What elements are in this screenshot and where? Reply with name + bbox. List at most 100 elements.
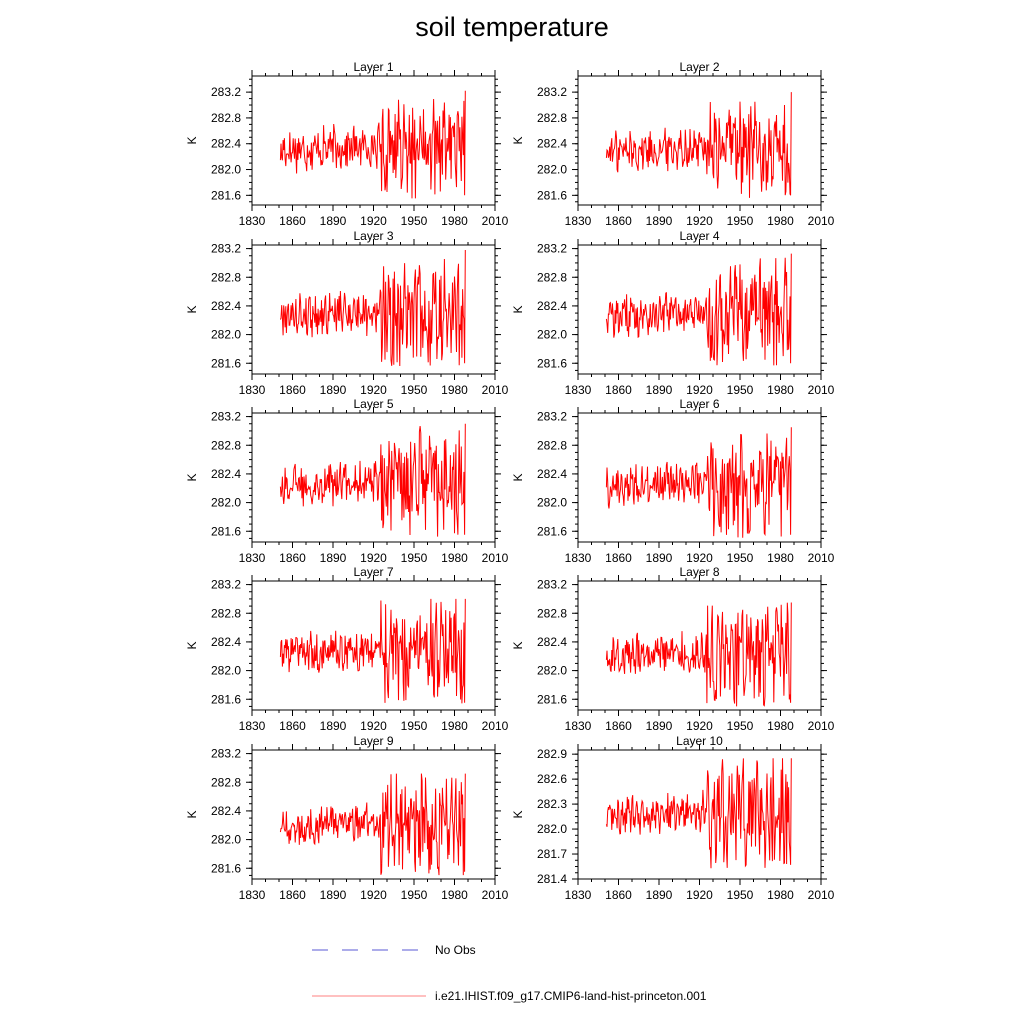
x-tick-label: 1890 bbox=[320, 551, 347, 565]
y-tick-label: 283.2 bbox=[211, 747, 241, 761]
x-tick-label: 1890 bbox=[646, 383, 673, 397]
y-tick-label: 282.9 bbox=[537, 747, 567, 761]
x-tick-label: 1890 bbox=[320, 214, 347, 228]
series-line bbox=[605, 602, 792, 707]
x-tick-label: 1950 bbox=[727, 383, 754, 397]
x-tick-label: 1950 bbox=[401, 551, 428, 565]
y-tick-label: 282.4 bbox=[537, 467, 567, 481]
y-axis-label: K bbox=[185, 641, 199, 649]
panel-layer-10: Layer 10 1830 1860 1890 1920 1950 1980 2010 281.… bbox=[511, 734, 835, 902]
y-tick-label: 282.0 bbox=[537, 496, 567, 510]
plot-frame bbox=[577, 580, 822, 711]
series-line bbox=[279, 249, 466, 367]
series-line bbox=[279, 90, 466, 199]
panel-title: Layer 5 bbox=[353, 397, 393, 411]
y-tick-label: 281.7 bbox=[537, 847, 567, 861]
x-tick-label: 1860 bbox=[605, 888, 632, 902]
x-tick-label: 1980 bbox=[441, 719, 468, 733]
x-tick-label: 1830 bbox=[565, 214, 592, 228]
y-tick-label: 282.4 bbox=[537, 137, 567, 151]
panel-layer-4: Layer 4 1830 1860 1890 1920 1950 1980 2010 281.6… bbox=[511, 229, 835, 397]
y-tick-label: 282.0 bbox=[537, 664, 567, 678]
y-axis-label: K bbox=[511, 305, 525, 313]
panel-layer-7: Layer 7 1830 1860 1890 1920 1950 1980 2010 281.6… bbox=[185, 565, 509, 733]
series-line bbox=[279, 598, 466, 704]
series-line bbox=[605, 427, 792, 538]
y-tick-label: 282.4 bbox=[211, 299, 241, 313]
y-tick-label: 282.8 bbox=[211, 606, 241, 620]
x-tick-label: 1860 bbox=[279, 888, 306, 902]
y-tick-label: 282.8 bbox=[211, 111, 241, 125]
legend-label: i.e21.IHIST.f09_g17.CMIP6-land-hist-prin… bbox=[435, 989, 707, 1003]
y-tick-label: 282.0 bbox=[211, 163, 241, 177]
x-tick-label: 1950 bbox=[401, 214, 428, 228]
x-tick-label: 1830 bbox=[239, 888, 266, 902]
y-tick-label: 282.8 bbox=[537, 270, 567, 284]
x-tick-label: 1980 bbox=[441, 214, 468, 228]
x-tick-label: 2010 bbox=[808, 719, 835, 733]
y-tick-label: 283.2 bbox=[211, 242, 241, 256]
x-tick-label: 1860 bbox=[605, 383, 632, 397]
x-tick-label: 1890 bbox=[320, 888, 347, 902]
y-tick-label: 282.4 bbox=[537, 299, 567, 313]
series-line bbox=[279, 773, 466, 876]
y-tick-label: 281.6 bbox=[537, 188, 567, 202]
y-tick-label: 282.0 bbox=[211, 833, 241, 847]
x-tick-label: 1890 bbox=[320, 719, 347, 733]
y-tick-label: 282.4 bbox=[211, 467, 241, 481]
x-tick-label: 1860 bbox=[279, 551, 306, 565]
series-line bbox=[605, 92, 792, 198]
x-tick-label: 1830 bbox=[239, 551, 266, 565]
x-tick-label: 1890 bbox=[646, 888, 673, 902]
series-line bbox=[605, 758, 792, 869]
x-tick-label: 2010 bbox=[808, 214, 835, 228]
x-tick-label: 2010 bbox=[808, 551, 835, 565]
y-tick-label: 281.6 bbox=[211, 692, 241, 706]
y-tick-label: 283.2 bbox=[537, 578, 567, 592]
panel-layer-6: Layer 6 1830 1860 1890 1920 1950 1980 2010 281.6… bbox=[511, 397, 835, 565]
x-tick-label: 1980 bbox=[441, 383, 468, 397]
y-tick-label: 281.6 bbox=[537, 692, 567, 706]
x-tick-label: 1920 bbox=[360, 551, 387, 565]
y-tick-label: 282.8 bbox=[211, 438, 241, 452]
y-tick-label: 281.4 bbox=[537, 872, 567, 886]
y-tick-label: 282.8 bbox=[537, 438, 567, 452]
y-tick-label: 282.4 bbox=[211, 137, 241, 151]
x-tick-label: 1890 bbox=[320, 383, 347, 397]
x-tick-label: 1920 bbox=[686, 719, 713, 733]
panel-title: Layer 1 bbox=[353, 60, 393, 74]
y-tick-label: 282.0 bbox=[537, 163, 567, 177]
y-tick-label: 282.0 bbox=[211, 328, 241, 342]
x-tick-label: 1830 bbox=[239, 383, 266, 397]
x-tick-label: 1830 bbox=[565, 551, 592, 565]
panel-title: Layer 10 bbox=[676, 734, 723, 748]
y-tick-label: 282.8 bbox=[537, 606, 567, 620]
x-tick-label: 1980 bbox=[767, 214, 794, 228]
y-tick-label: 283.2 bbox=[537, 85, 567, 99]
y-axis-label: K bbox=[511, 641, 525, 649]
x-tick-label: 1860 bbox=[605, 214, 632, 228]
y-tick-label: 282.0 bbox=[211, 496, 241, 510]
y-tick-label: 283.2 bbox=[211, 578, 241, 592]
panel-layer-8: Layer 8 1830 1860 1890 1920 1950 1980 2010 281.6… bbox=[511, 565, 835, 733]
y-tick-label: 282.0 bbox=[537, 328, 567, 342]
x-tick-label: 1980 bbox=[767, 383, 794, 397]
y-tick-label: 282.4 bbox=[211, 804, 241, 818]
y-tick-label: 281.6 bbox=[211, 524, 241, 538]
y-axis-label: K bbox=[185, 136, 199, 144]
panel-layer-5: Layer 5 1830 1860 1890 1920 1950 1980 2010 281.6… bbox=[185, 397, 509, 565]
y-tick-label: 283.2 bbox=[537, 242, 567, 256]
x-tick-label: 1920 bbox=[686, 214, 713, 228]
y-tick-label: 282.4 bbox=[537, 635, 567, 649]
x-tick-label: 2010 bbox=[482, 214, 509, 228]
x-tick-label: 1920 bbox=[360, 214, 387, 228]
panel-title: Layer 6 bbox=[679, 397, 719, 411]
panel-layer-3: Layer 3 1830 1860 1890 1920 1950 1980 2010 281.6… bbox=[185, 229, 509, 397]
x-tick-label: 1950 bbox=[727, 551, 754, 565]
x-tick-label: 1920 bbox=[360, 888, 387, 902]
x-tick-label: 1860 bbox=[605, 551, 632, 565]
y-tick-label: 282.4 bbox=[211, 635, 241, 649]
x-tick-label: 1950 bbox=[727, 214, 754, 228]
y-axis-label: K bbox=[185, 473, 199, 481]
